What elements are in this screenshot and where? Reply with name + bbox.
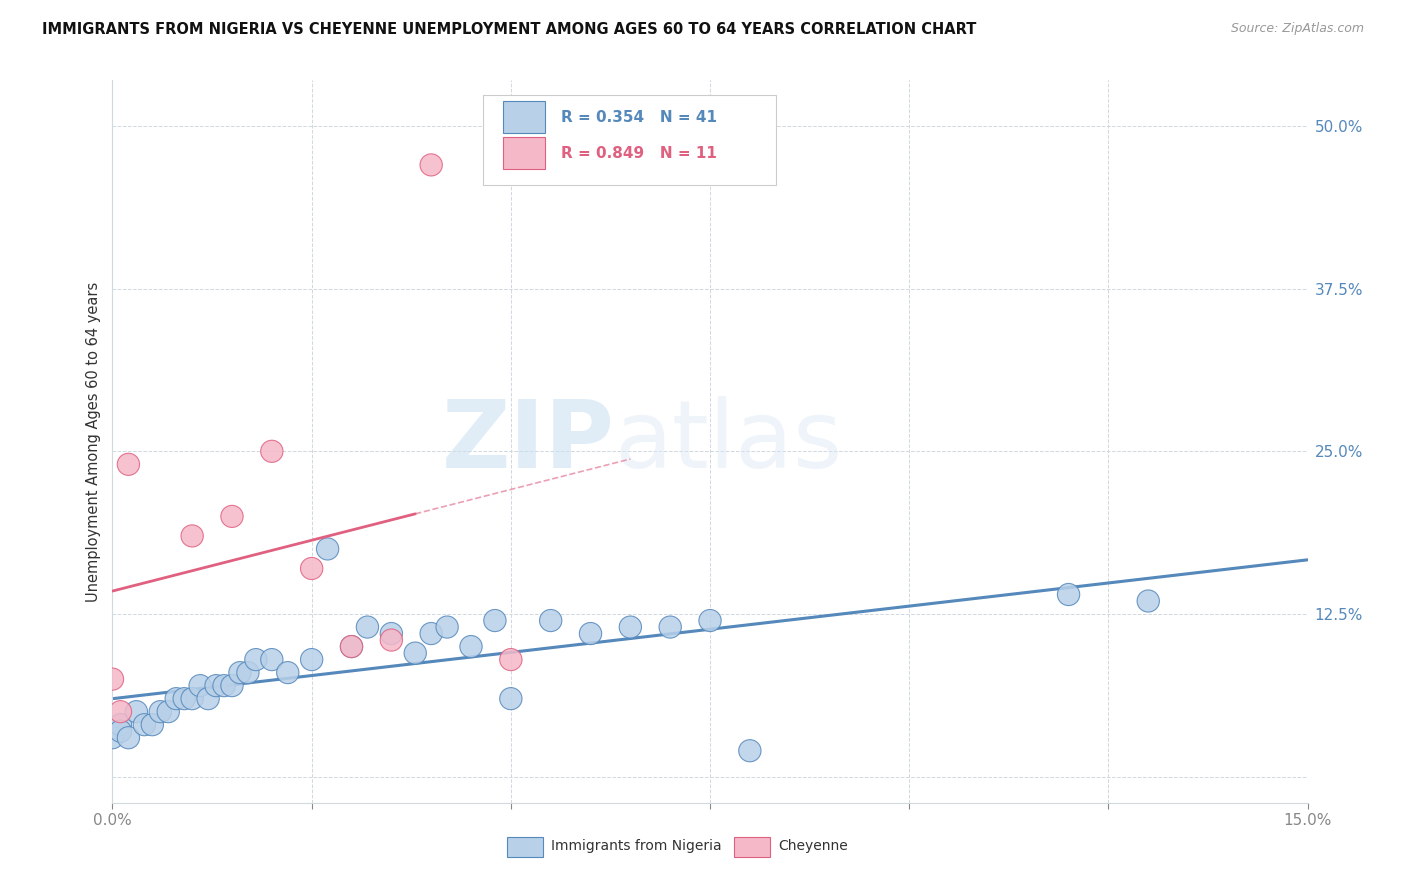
Ellipse shape: [229, 662, 252, 683]
Ellipse shape: [181, 688, 204, 710]
Text: ZIP: ZIP: [441, 395, 614, 488]
Ellipse shape: [436, 616, 458, 638]
Ellipse shape: [380, 629, 402, 651]
Ellipse shape: [110, 700, 132, 723]
Ellipse shape: [380, 623, 402, 645]
Ellipse shape: [659, 616, 682, 638]
Ellipse shape: [141, 714, 163, 736]
Ellipse shape: [260, 441, 283, 462]
Text: IMMIGRANTS FROM NIGERIA VS CHEYENNE UNEMPLOYMENT AMONG AGES 60 TO 64 YEARS CORRE: IMMIGRANTS FROM NIGERIA VS CHEYENNE UNEM…: [42, 22, 977, 37]
Text: Cheyenne: Cheyenne: [778, 839, 848, 853]
Ellipse shape: [420, 623, 443, 645]
Ellipse shape: [134, 714, 156, 736]
FancyBboxPatch shape: [484, 95, 776, 185]
Ellipse shape: [484, 609, 506, 632]
Ellipse shape: [157, 700, 180, 723]
Ellipse shape: [579, 623, 602, 645]
Ellipse shape: [149, 700, 172, 723]
Ellipse shape: [165, 688, 187, 710]
Ellipse shape: [340, 635, 363, 657]
Ellipse shape: [1057, 583, 1080, 606]
Ellipse shape: [212, 674, 235, 697]
Ellipse shape: [316, 538, 339, 560]
Ellipse shape: [205, 674, 228, 697]
Ellipse shape: [260, 648, 283, 671]
Bar: [503, 101, 546, 133]
Text: Immigrants from Nigeria: Immigrants from Nigeria: [551, 839, 721, 853]
Ellipse shape: [340, 635, 363, 657]
Ellipse shape: [117, 453, 139, 475]
Ellipse shape: [460, 635, 482, 657]
Ellipse shape: [738, 739, 761, 762]
Text: Source: ZipAtlas.com: Source: ZipAtlas.com: [1230, 22, 1364, 36]
Text: R = 0.849   N = 11: R = 0.849 N = 11: [561, 145, 717, 161]
Ellipse shape: [699, 609, 721, 632]
Bar: [734, 837, 770, 857]
Ellipse shape: [101, 727, 124, 748]
Ellipse shape: [499, 688, 522, 710]
Ellipse shape: [277, 662, 299, 683]
Ellipse shape: [420, 153, 443, 176]
Ellipse shape: [101, 668, 124, 690]
Ellipse shape: [173, 688, 195, 710]
Ellipse shape: [619, 616, 641, 638]
Ellipse shape: [301, 648, 323, 671]
Ellipse shape: [245, 648, 267, 671]
Ellipse shape: [197, 688, 219, 710]
Ellipse shape: [540, 609, 562, 632]
Bar: [503, 136, 546, 169]
Text: R = 0.354   N = 41: R = 0.354 N = 41: [561, 110, 717, 125]
Ellipse shape: [499, 648, 522, 671]
Ellipse shape: [188, 674, 211, 697]
Ellipse shape: [110, 714, 132, 736]
Ellipse shape: [404, 642, 426, 665]
Ellipse shape: [1137, 590, 1160, 612]
Ellipse shape: [356, 616, 378, 638]
Ellipse shape: [125, 700, 148, 723]
Ellipse shape: [236, 662, 259, 683]
Bar: [508, 837, 543, 857]
Ellipse shape: [301, 558, 323, 580]
Text: atlas: atlas: [614, 395, 842, 488]
Y-axis label: Unemployment Among Ages 60 to 64 years: Unemployment Among Ages 60 to 64 years: [86, 281, 101, 602]
Ellipse shape: [181, 524, 204, 547]
Ellipse shape: [117, 727, 139, 748]
Ellipse shape: [221, 674, 243, 697]
Ellipse shape: [221, 506, 243, 527]
Ellipse shape: [110, 720, 132, 742]
